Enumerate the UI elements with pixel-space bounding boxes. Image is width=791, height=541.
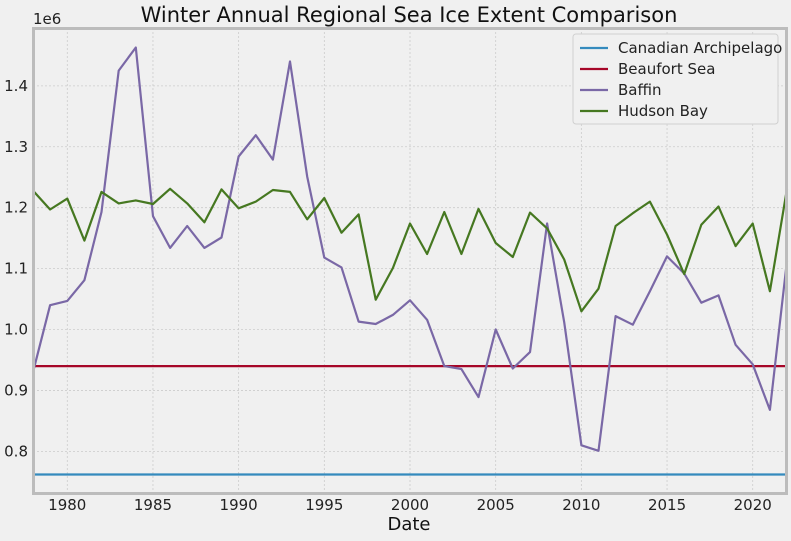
y-tick-label: 1.0: [4, 321, 28, 339]
plot-frame: [32, 27, 788, 495]
x-tick-label: 1990: [220, 496, 258, 514]
series-lines: [31, 46, 789, 476]
chart-title: Winter Annual Regional Sea Ice Extent Co…: [141, 3, 678, 27]
x-tick-label: 1980: [48, 496, 86, 514]
legend-label: Beaufort Sea: [618, 60, 715, 78]
legend-box: [572, 33, 779, 125]
x-tick-label: 2020: [734, 496, 772, 514]
y-tick-label: 0.9: [4, 381, 28, 399]
x-axis-ticks: 1980 1985 1990 1995 2000 2005 2010 2015 2020: [48, 496, 772, 514]
x-tick-label: 1985: [134, 496, 172, 514]
y-axis-ticks: 0.8 0.9 1.0 1.1 1.2 1.3 1.4: [4, 77, 28, 460]
x-tick-label: 1995: [305, 496, 343, 514]
y-tick-label: 1.3: [4, 138, 28, 156]
legend-label: Baffin: [618, 81, 662, 99]
y-offset-label: 1e6: [33, 10, 61, 28]
y-tick-label: 1.2: [4, 199, 28, 217]
y-tick-label: 1.1: [4, 260, 28, 278]
legend-label: Canadian Archipelago: [618, 39, 782, 57]
x-axis-title: Date: [387, 514, 430, 535]
x-tick-label: 2010: [562, 496, 600, 514]
series-line: [32, 187, 789, 313]
y-tick-label: 1.4: [4, 77, 28, 95]
y-tick-label: 0.8: [4, 442, 28, 460]
x-tick-label: 2000: [391, 496, 429, 514]
legend: Canadian Archipelago Beaufort Sea Baffin Hu…: [572, 33, 782, 125]
x-tick-label: 2005: [477, 496, 515, 514]
legend-label: Hudson Bay: [618, 102, 708, 120]
x-tick-label: 2015: [648, 496, 686, 514]
series-line: [31, 46, 789, 452]
